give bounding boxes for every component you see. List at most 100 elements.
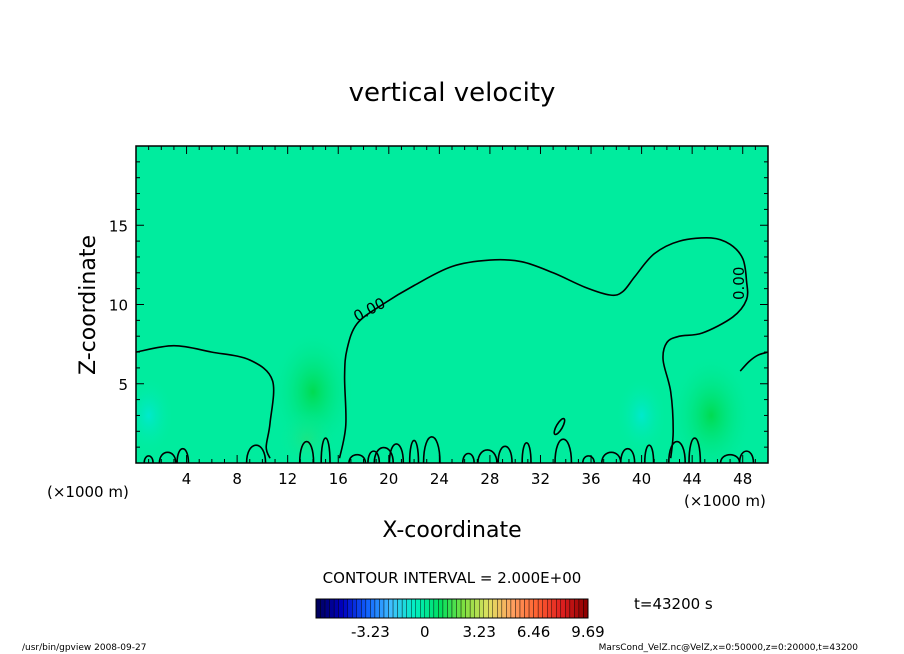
colorbar-cell — [515, 598, 521, 619]
x-tick-label: 36 — [581, 470, 600, 488]
colorbar-cell — [347, 598, 353, 619]
y-tick-labels: 5 10 15 — [109, 217, 128, 394]
colorbar-cell — [469, 598, 475, 619]
surface-cell-contour — [619, 447, 636, 463]
colorbar-cell — [497, 598, 503, 619]
surface-cell-contour — [388, 443, 405, 463]
y-axis-label: Z-coordinate — [76, 235, 101, 375]
contour-label-right: 0.00 — [730, 267, 748, 300]
x-tick-label: 8 — [232, 470, 242, 488]
colorbar-cell — [524, 598, 530, 619]
surface-cell-contour — [688, 437, 702, 463]
surface-cell-contour — [738, 450, 755, 463]
colorbar-cell — [574, 598, 580, 619]
surface-cell-contour — [176, 447, 190, 463]
colorbar-cell — [397, 598, 403, 619]
colorbar-cell — [492, 598, 498, 619]
colorbar-cell — [438, 598, 444, 619]
downdraft-region-1 — [615, 375, 668, 456]
colorbar-tick-label: 9.69 — [571, 623, 604, 641]
time-label: t=43200 s — [634, 595, 713, 613]
colorbar-cell — [392, 598, 398, 619]
colorbar: -3.23 0 3.23 6.46 9.69 — [315, 598, 605, 641]
colorbar-cell — [411, 598, 416, 619]
colorbar-cell — [374, 598, 380, 619]
colorbar-frame — [315, 598, 589, 619]
colorbar-cell — [488, 598, 493, 619]
colorbar-cell — [420, 598, 425, 619]
downdraft-region-2 — [136, 375, 175, 456]
colorbar-cell — [406, 598, 412, 619]
colorbar-cell — [569, 598, 575, 619]
colorbar-cell — [324, 598, 330, 619]
surface-cell-contour — [367, 450, 381, 463]
surface-cell-contour — [373, 446, 395, 463]
x-unit-right: (×1000 m) — [684, 492, 766, 510]
plot-frame — [135, 145, 769, 464]
x-tick-label: 24 — [430, 470, 449, 488]
colorbar-cell — [483, 598, 489, 619]
x-axis-label: X-coordinate — [382, 518, 521, 543]
x-tick-label: 4 — [182, 470, 192, 488]
surface-cell-contour — [461, 452, 475, 463]
contour-interval-label: CONTOUR INTERVAL = 2.000E+00 — [323, 569, 582, 587]
footer-left: /usr/bin/gpview 2008-09-27 — [22, 643, 146, 653]
surface-cell-contour — [667, 441, 687, 463]
x-tick-label: 32 — [531, 470, 550, 488]
colorbar-cell — [479, 598, 484, 619]
chart-title: vertical velocity — [349, 78, 556, 108]
colorbar-cell — [506, 598, 512, 619]
colorbar-cell — [528, 598, 534, 619]
contour-line-upper — [338, 236, 749, 459]
surface-cell-contour — [158, 451, 177, 463]
colorbar-cell — [533, 598, 539, 619]
colorbar-cell — [465, 598, 471, 619]
colorbar-cell — [343, 598, 348, 619]
colorbar-cell — [501, 598, 507, 619]
colorbar-cell — [329, 598, 335, 619]
colorbar-cell — [542, 598, 548, 619]
colorbar-cell — [583, 598, 589, 619]
colorbar-cell — [433, 598, 439, 619]
surface-cell-contour — [320, 437, 331, 463]
y-tick-label: 10 — [109, 297, 128, 315]
x-tick-label: 12 — [278, 470, 297, 488]
colorbar-cell — [578, 598, 584, 619]
x-tick-label: 20 — [379, 470, 398, 488]
x-tick-label: 40 — [632, 470, 651, 488]
surface-cell-contour — [643, 444, 655, 463]
surface-cell-contour — [348, 453, 367, 463]
colorbar-cell — [460, 598, 466, 619]
colorbar-cell — [547, 598, 552, 619]
surface-cell-contour — [554, 438, 573, 463]
colorbar-cell — [474, 598, 480, 619]
colorbar-cell — [333, 598, 339, 619]
y-tick-label: 15 — [109, 217, 128, 235]
colorbar-cell — [352, 598, 357, 619]
colorbar-cell — [447, 598, 453, 619]
colorbar-cell — [551, 598, 557, 619]
surface-cell-contour — [408, 439, 420, 463]
x-tick-labels: 4 8 12 16 20 24 28 32 36 40 44 48 — [182, 470, 752, 488]
x-unit-left: (×1000 m) — [47, 483, 129, 501]
y-tick-label: 5 — [118, 376, 128, 394]
colorbar-tick-label: 3.23 — [462, 623, 495, 641]
colorbar-cell — [456, 598, 462, 619]
surface-cell-contour — [497, 445, 513, 463]
colorbar-cell — [560, 598, 566, 619]
surface-cell-contour — [298, 441, 315, 463]
colorbar-cell — [388, 598, 394, 619]
colorbar-cell — [424, 598, 430, 619]
colorbar-cell — [338, 598, 344, 619]
colorbar-cell — [361, 598, 367, 619]
colorbar-cell — [451, 598, 457, 619]
surface-cell-contour — [143, 455, 154, 463]
plot-area: 0.00 0.00 — [135, 145, 769, 464]
colorbar-cell — [415, 598, 421, 619]
x-tick-label: 28 — [480, 470, 499, 488]
surface-cell-contour — [477, 449, 498, 463]
updraft-region-2 — [669, 353, 754, 463]
surface-cell-contour — [245, 444, 267, 463]
colorbar-cell — [565, 598, 571, 619]
colorbar-cell — [379, 598, 385, 619]
